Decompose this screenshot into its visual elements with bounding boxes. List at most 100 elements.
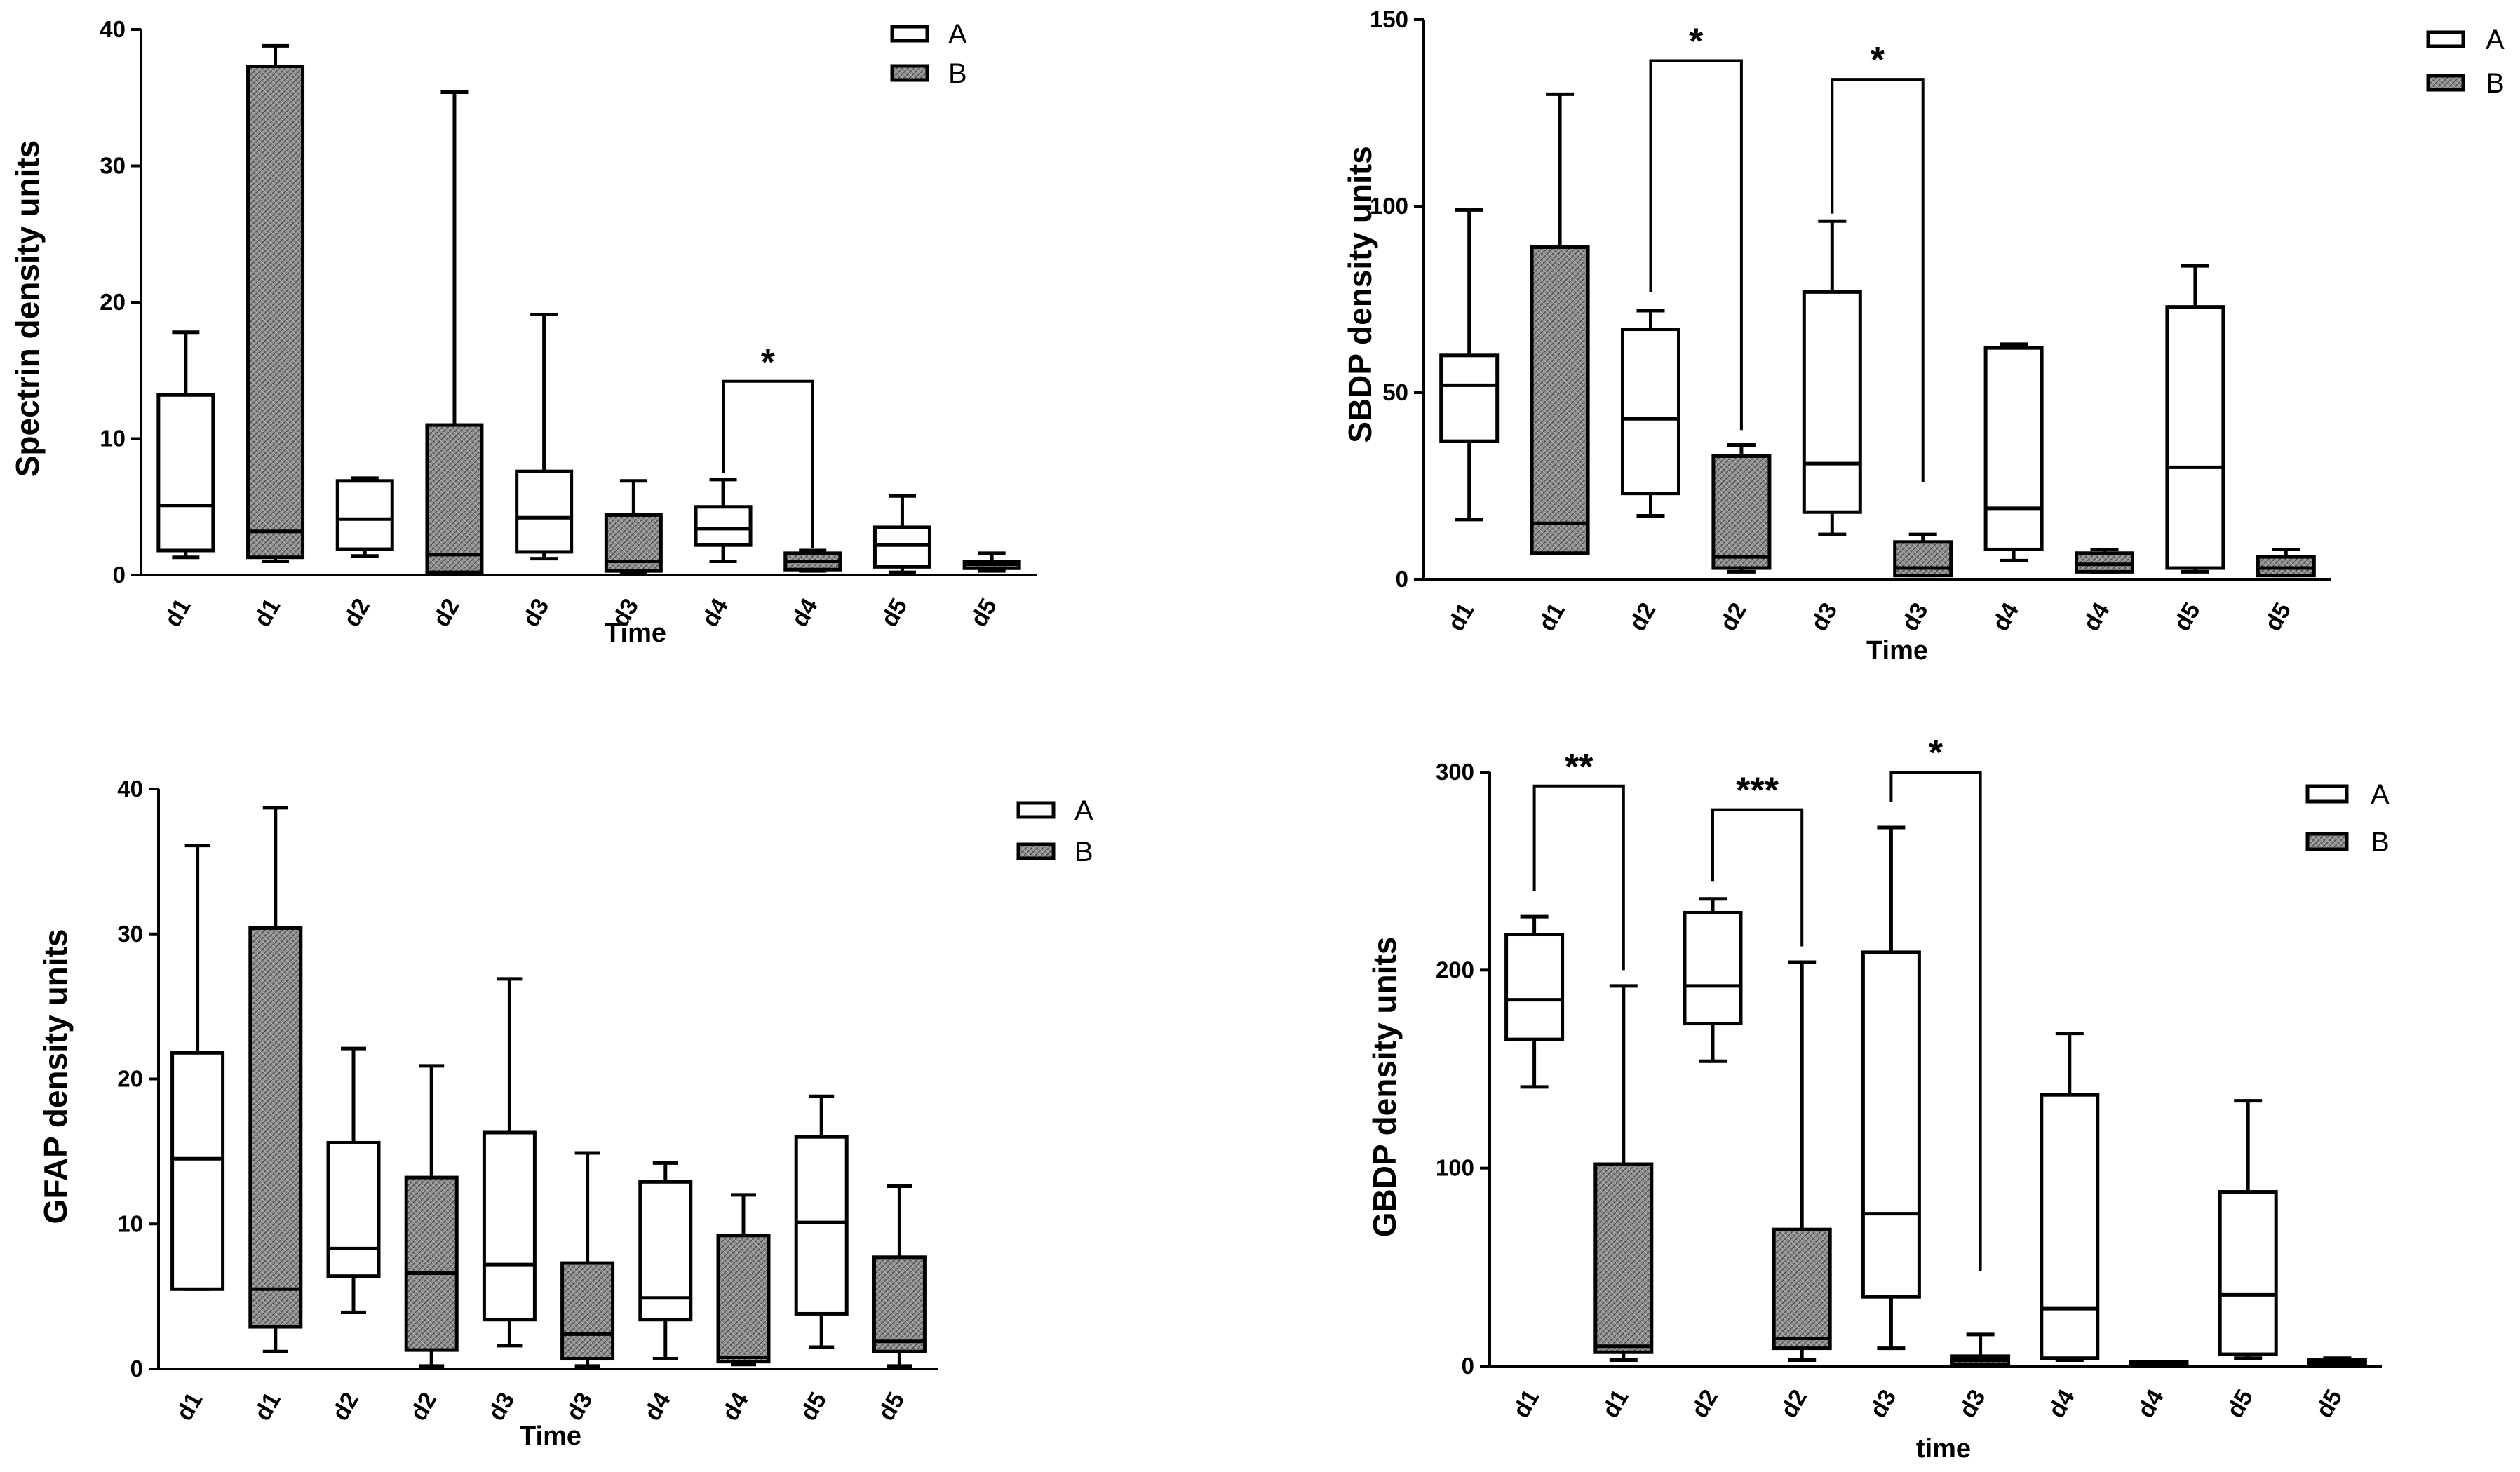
box-d4-b	[2075, 547, 2134, 574]
box-d1-a	[156, 330, 215, 560]
y-tick-label: 10	[117, 1210, 143, 1236]
box-body	[515, 469, 574, 554]
y-axis-title: Spectrin density units	[9, 140, 46, 478]
box-d1-b	[1530, 92, 1590, 555]
x-tick-label: d1	[1443, 598, 1480, 635]
y-tick-label: 20	[100, 289, 126, 315]
significance-stars: *	[1871, 40, 1885, 81]
box-body	[872, 525, 931, 569]
x-axis-title: time	[1916, 1434, 1971, 1464]
box-d4-a	[638, 1161, 693, 1361]
box-body	[2075, 551, 2134, 574]
gfap-chart: GFAP density units Time A B 0 10 20 30 40 d1 d…	[37, 776, 1093, 1451]
x-tick-label: d1	[1508, 1385, 1545, 1422]
x-tick-label: d2	[1624, 598, 1662, 635]
box-body	[246, 65, 305, 560]
y-tick-label: 30	[100, 153, 126, 179]
x-tick-label: d2	[1686, 1385, 1723, 1422]
box-body	[1621, 328, 1680, 496]
legend-swatch-a	[2305, 784, 2349, 804]
x-axis-title: Time	[1866, 636, 1928, 666]
box-d1-a	[1439, 208, 1500, 522]
y-tick-label: 0	[130, 1356, 143, 1382]
y-tick-label: 50	[1382, 379, 1408, 405]
y-tick-label: 300	[1436, 759, 1474, 785]
box-body	[326, 1140, 381, 1278]
box-body	[1861, 950, 1921, 1299]
box-d2-a	[326, 1046, 381, 1314]
legend-swatch-b	[890, 64, 929, 82]
box-d3-a	[1802, 219, 1862, 536]
box-d5-a	[2218, 1099, 2278, 1360]
box-d2-a	[1683, 897, 1743, 1063]
y-tick-label: 100	[1370, 193, 1408, 219]
box-body	[794, 1135, 849, 1316]
significance-stars: *	[761, 342, 776, 383]
box-body	[694, 505, 753, 547]
significance-bracket: ***	[1711, 771, 1804, 947]
spectrin-chart: Spectrin density units Time A B 0 10 20 30 4…	[9, 16, 1037, 648]
x-tick-label: d2	[327, 1388, 364, 1425]
legend-label-a: A	[2371, 779, 2390, 810]
y-tick-label: 0	[1462, 1353, 1474, 1379]
box-body	[2040, 1093, 2100, 1360]
box-body	[170, 1051, 225, 1291]
box-body	[1711, 454, 1772, 570]
box-d5-b	[2307, 1356, 2367, 1366]
significance-bracket: *	[1889, 733, 1982, 1271]
bracket-line	[1649, 59, 1743, 431]
legend-swatch-b	[1016, 842, 1056, 860]
x-tick-label: d3	[1865, 1385, 1902, 1422]
gbdp-chart: GBDP density units time A B 0 100 200 300 d1…	[1366, 733, 2390, 1464]
x-tick-label: d1	[249, 1388, 286, 1425]
box-body	[156, 393, 215, 553]
box-d2-b	[404, 1064, 459, 1368]
legend-label-a: A	[1074, 795, 1093, 826]
box-d3-b	[604, 479, 663, 576]
box-body	[1683, 910, 1743, 1026]
box-d1-b	[248, 806, 303, 1353]
legend-label-a: A	[2486, 25, 2505, 55]
x-tick-label: d5	[2311, 1385, 2348, 1422]
box-body	[1439, 353, 1500, 443]
x-tick-label: d3	[483, 1388, 520, 1425]
y-tick-label: 40	[117, 776, 143, 802]
box-d1-a	[170, 844, 225, 1291]
box-d3-a	[1861, 825, 1921, 1351]
x-tick-label: d4	[1987, 598, 2024, 635]
x-tick-label: d2	[405, 1388, 442, 1425]
x-tick-label: d4	[2132, 1385, 2169, 1422]
x-tick-label: d3	[1805, 598, 1842, 635]
box-d4-b	[783, 548, 842, 573]
x-tick-label: d5	[2259, 598, 2296, 635]
y-tick-label: 10	[100, 426, 126, 452]
x-tick-label: d1	[249, 594, 286, 631]
x-tick-label: d1	[1533, 598, 1570, 635]
box-body	[335, 479, 394, 551]
x-axis-title: Time	[605, 619, 666, 648]
y-tick-label: 30	[117, 921, 143, 947]
x-tick-label: d3	[518, 594, 555, 631]
box-d3-b	[1950, 1332, 2011, 1366]
x-axis-title: Time	[520, 1422, 581, 1451]
x-tick-label: d4	[2078, 598, 2115, 635]
x-tick-label: d5	[795, 1388, 832, 1425]
x-tick-label: d5	[876, 594, 913, 631]
box-d4-a	[694, 478, 753, 564]
x-tick-label: d4	[2043, 1385, 2080, 1422]
significance-bracket: *	[1831, 40, 1925, 482]
significance-bracket: *	[722, 342, 814, 548]
y-tick-label: 0	[113, 562, 126, 588]
legend-label-b: B	[1074, 837, 1093, 867]
box-d4-a	[1983, 342, 2044, 562]
y-axis-title: SBDP density units	[1342, 146, 1378, 443]
x-tick-label: d2	[338, 594, 375, 631]
legend-swatch-a	[2426, 30, 2465, 48]
box-d5-b	[872, 1184, 927, 1368]
y-tick-label: 100	[1436, 1155, 1474, 1181]
box-body	[1893, 540, 1953, 578]
legend-swatch-a	[890, 25, 929, 43]
box-d2-a	[335, 476, 394, 558]
box-body	[2165, 305, 2225, 570]
